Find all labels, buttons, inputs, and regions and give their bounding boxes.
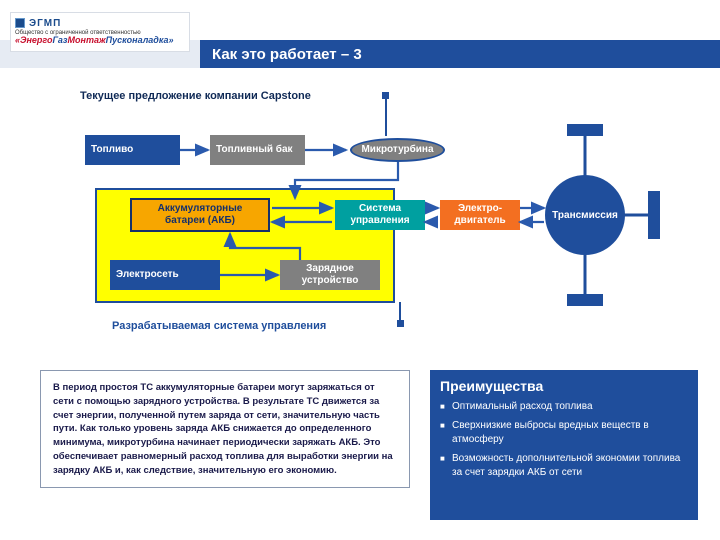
box-battery: Аккумуляторные батареи (АКБ) [130, 198, 270, 232]
box-tank: Топливный бак [210, 135, 305, 165]
slide-title-text: Как это работает – 3 [212, 46, 362, 63]
advantages-title: Преимущества [430, 370, 698, 400]
trans-stub [567, 124, 603, 136]
caption-bottom-dot [397, 320, 404, 327]
company-logo: ЭГМП Общество с ограниченной ответственн… [10, 12, 190, 52]
box-charger: Зарядное устройство [280, 260, 380, 290]
advantages-list: Оптимальный расход топлива Сверхнизкие в… [430, 400, 698, 493]
box-motor: Электро- двигатель [440, 200, 520, 230]
system-diagram: Текущее предложение компании Capstone То… [0, 80, 720, 345]
box-grid: Электросеть [110, 260, 220, 290]
circle-transmission: Трансмиссия [545, 175, 625, 255]
box-fuel: Топливо [85, 135, 180, 165]
advantage-item: Сверхнизкие выбросы вредных веществ в ат… [440, 419, 688, 447]
caption-top-dot [382, 92, 389, 99]
caption-top: Текущее предложение компании Capstone [80, 90, 311, 102]
description-text: В период простоя ТС аккумуляторные батар… [53, 382, 393, 476]
advantages-panel: Преимущества Оптимальный расход топлива … [430, 370, 698, 520]
caption-bottom: Разрабатываемая система управления [112, 320, 326, 332]
logo-acronym: ЭГМП [29, 18, 61, 29]
advantage-item: Возможность дополнительной экономии топл… [440, 452, 688, 480]
description-paragraph: В период простоя ТС аккумуляторные батар… [40, 370, 410, 488]
trans-stub [567, 294, 603, 306]
slide-title: Как это работает – 3 [200, 40, 720, 68]
trans-stub [648, 191, 660, 239]
box-turbine: Микротурбина [350, 138, 445, 162]
box-control: Система управления [335, 200, 425, 230]
logo-brand: «ЭнергоГазМонтажПусконаладка» [15, 36, 185, 46]
advantage-item: Оптимальный расход топлива [440, 400, 688, 414]
logo-icon [15, 18, 25, 28]
